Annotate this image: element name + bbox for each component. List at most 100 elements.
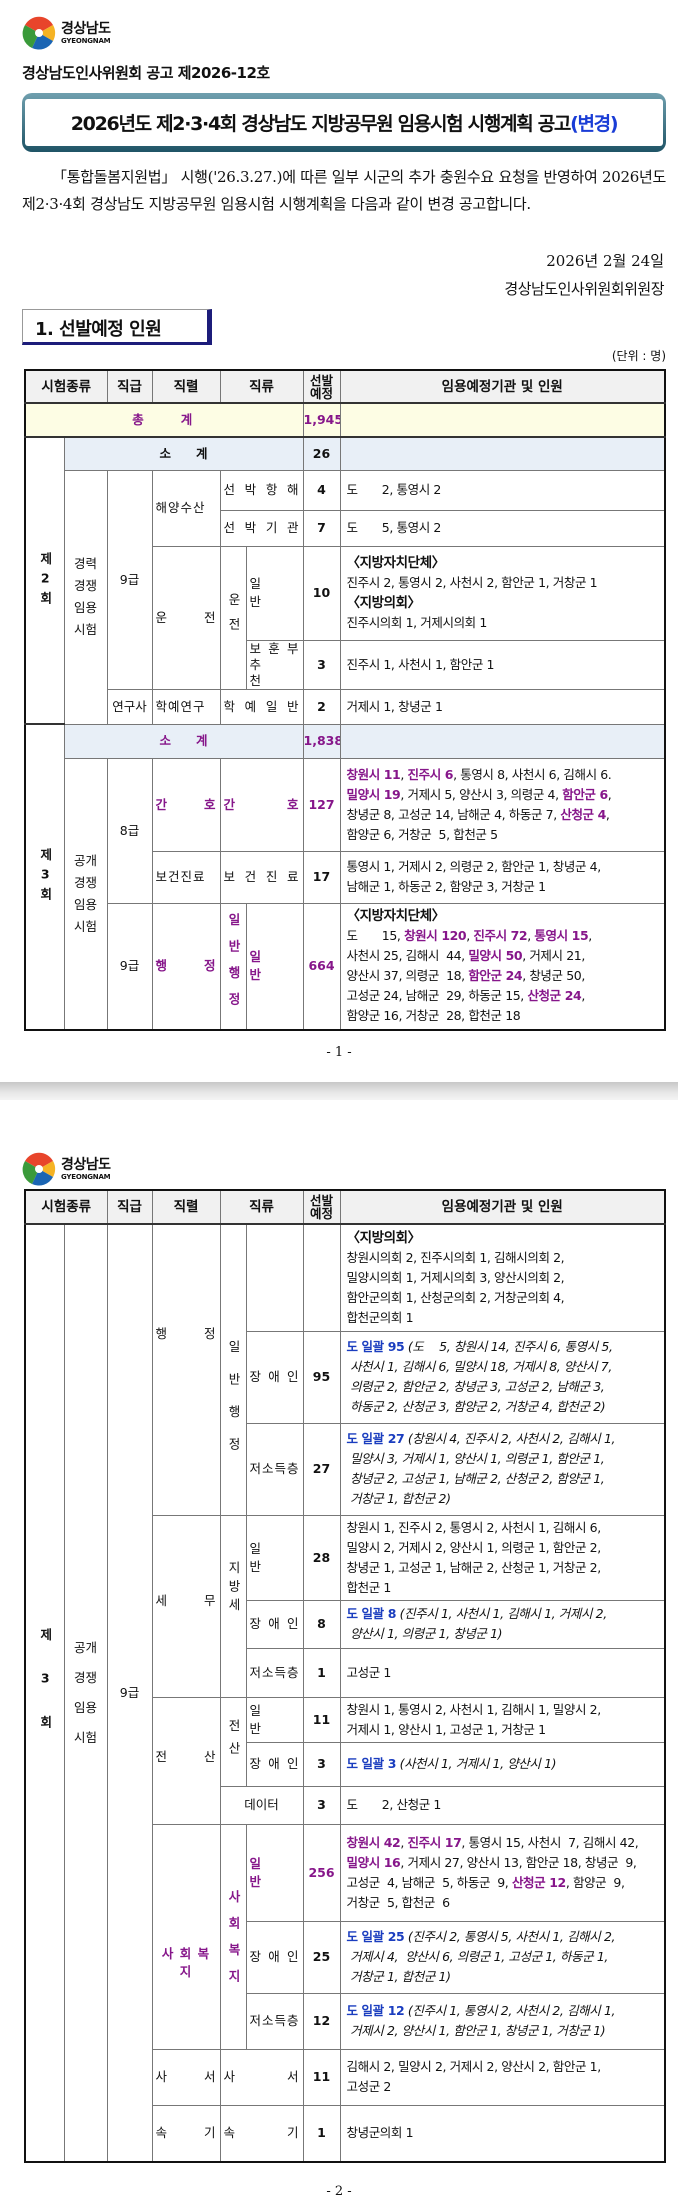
agency-line: 김해시 2, 밀양시 2, 거제시 2, 양산시 2, 함안군 1, bbox=[347, 2057, 661, 2077]
agency-line: 진주시 1, 사천시 1, 함안군 1 bbox=[347, 655, 661, 675]
agency-line: 〈지방의회〉 bbox=[347, 1228, 661, 1248]
page-number: - 1 - bbox=[326, 1045, 352, 1060]
agency-text: 김해시 2, 밀양시 2, 거제시 2, 양산시 2, 함안군 1, bbox=[346, 2059, 602, 2074]
col-series: 직렬 bbox=[151, 1189, 221, 1225]
agency-text: 거창군 1, 합천군 1) bbox=[346, 1969, 451, 1984]
count bbox=[302, 1223, 341, 1332]
round-label: 제3회 bbox=[37, 1628, 53, 1758]
col-agencies: 임용예정기관 및 인원 bbox=[339, 1189, 666, 1225]
agency-text: 〈지방자치단체〉 bbox=[346, 908, 446, 925]
table-row: 운 전 운전 일 반 10 〈지방자치단체〉 진주시 2, 통영시 2, 사천시 … bbox=[25, 545, 666, 690]
table-row: 사 회 복 지 사회복지 일 반 256 창원시 42, 진주시 17, 통영시… bbox=[25, 1823, 666, 2050]
agency-text: (사천시 1, 거제시 1, 양산시 1) bbox=[396, 1756, 557, 1771]
agency-text: 통영시 1, 거제시 2, 의령군 2, 함안군 1, 창녕군 4, bbox=[346, 859, 602, 874]
round-label: 제2회 bbox=[37, 551, 53, 610]
count: 4 bbox=[302, 469, 341, 511]
count: 2 bbox=[302, 688, 341, 725]
exam-type: 경력경쟁임용시험 bbox=[73, 556, 97, 637]
subtotal-row: 제3회 소 계 1,838 bbox=[24, 723, 666, 1031]
agency-line: 함안군의회 1, 산청군의회 2, 거창군의회 4, bbox=[347, 1288, 661, 1308]
total-count: 1,945 bbox=[302, 402, 341, 438]
logo-english: GYEONGNAM bbox=[61, 36, 111, 45]
agencies: 진주시 1, 사천시 1, 함안군 1 bbox=[339, 639, 666, 690]
class-group: 사회복지 bbox=[226, 1889, 241, 1996]
agency-text: 창녕군 1, 고성군 1, 남해군 2, 산청군 1, 거창군 2, bbox=[346, 1559, 602, 1575]
agency-text: 진주시의회 1, 거제시의회 1 bbox=[346, 615, 488, 630]
class: 일 반 bbox=[245, 545, 304, 641]
agencies: 창원시 1, 진주시 2, 통영시 2, 사천시 1, 김해시 6, 밀양시 2,… bbox=[339, 1514, 666, 1601]
table-row: 저소득층 12 도 일괄 12 (진주시 1, 통영시 2, 사천시 2, 김해… bbox=[25, 1992, 666, 2050]
agency-text: 통영시 15 bbox=[534, 928, 589, 944]
table-row: 보 훈 부 추 천 3 진주시 1, 사천시 1, 함안군 1 bbox=[25, 639, 666, 690]
agency-text: , 통영시 15, 사천시 7, 김해시 42, bbox=[461, 1834, 639, 1850]
table-row: 장 애 인 95 도 일괄 95 (도 5, 창원시 14, 진주시 6, 통영… bbox=[25, 1330, 666, 1424]
agency-text: 고성군 4, 남해군 5, 하동군 9, bbox=[346, 1874, 512, 1890]
class: 일 반 bbox=[245, 1823, 304, 1922]
class: 간 호 bbox=[219, 757, 304, 852]
class bbox=[245, 1223, 304, 1332]
agency-text: , bbox=[400, 766, 408, 782]
table-row: 공개경쟁임용시험 8급 간 호 간 호 127 창원시 11, 진주시 6, 통… bbox=[25, 757, 666, 1031]
count: 95 bbox=[302, 1330, 341, 1424]
agency-text: , 거제시 21, bbox=[522, 948, 585, 964]
agency-text: 창원시 1, 진주시 2, 통영시 2, 사천시 1, 김해시 6, bbox=[346, 1519, 602, 1535]
agency-text: 고성군 24, 남해군 29, 하동군 15, bbox=[346, 988, 528, 1004]
agency-text: 〈지방의회〉 bbox=[346, 1229, 422, 1246]
class: 학 예 일 반 bbox=[219, 688, 304, 725]
class: 장 애 인 bbox=[245, 1599, 304, 1649]
agency-line: 밀양시 19, 거제시 5, 양산시 3, 의령군 4, 함안군 6, bbox=[347, 785, 661, 805]
agencies: 도 일괄 3 (사천시 1, 거제시 1, 양산시 1) bbox=[339, 1741, 666, 1787]
col-count: 선발예정 bbox=[302, 369, 341, 404]
class: 보 훈 부 추 천 bbox=[245, 639, 304, 690]
class-group: 일반행정 bbox=[226, 1339, 241, 1470]
subtotal-row: 제2회 소 계 26 bbox=[24, 436, 666, 725]
count: 664 bbox=[302, 902, 341, 1031]
class: 저소득층 bbox=[245, 1647, 304, 1698]
agencies: 〈지방자치단체〉 진주시 2, 통영시 2, 사천시 2, 함안군 1, 거창군 … bbox=[339, 545, 666, 641]
series: 행 정 bbox=[151, 902, 221, 1031]
agency-text: 거제시 4, 양산시 6, 의령군 1, 고성군 1, 하동군 1, bbox=[346, 1949, 608, 1964]
series: 운 전 bbox=[151, 545, 221, 690]
count: 28 bbox=[302, 1514, 341, 1601]
round-label: 제3회 bbox=[37, 848, 53, 906]
agency-text: 창원시의회 2, 진주시의회 1, 김해시의회 2, bbox=[346, 1249, 565, 1265]
table-header: 시험종류 직급 직렬 직류 선발예정 임용예정기관 및 인원 bbox=[24, 1189, 666, 1225]
agency-text: 함안군의회 1, 산청군의회 2, 거창군의회 4, bbox=[346, 1289, 565, 1305]
gyeongnam-logo: 경상남도 GYEONGNAM bbox=[22, 1152, 111, 1186]
col-grade: 직급 bbox=[106, 369, 153, 404]
subtotal-count: 1,838 bbox=[302, 723, 341, 759]
series: 세 무 bbox=[151, 1514, 221, 1698]
intro-paragraph: 「통합돌봄지원법」 시행('26.3.27.)에 따른 일부 시군의 추가 충원… bbox=[22, 168, 666, 213]
agency-line: 도 5, 통영시 2 bbox=[347, 518, 661, 538]
agency-text: 밀양시 19 bbox=[346, 786, 401, 802]
agency-text: 함양군 6, 거창군 5, 합천군 5 bbox=[346, 826, 499, 842]
class-group: 지방세 bbox=[226, 1560, 241, 1617]
col-series: 직렬 bbox=[151, 369, 221, 404]
agency-line: 남해군 1, 하동군 2, 함양군 3, 거창군 1 bbox=[347, 877, 661, 897]
class: 속 기 bbox=[219, 2104, 304, 2163]
series: 사 회 복 지 bbox=[151, 1823, 221, 2050]
subtotal-label: 소 계 bbox=[63, 723, 304, 759]
agency-text: 진주시 6 bbox=[407, 766, 454, 782]
agency-text: (진주시 1, 통영시 2, 사천시 2, 김해시 1, bbox=[404, 2003, 616, 2018]
agency-line: 합천군 1 bbox=[347, 1578, 661, 1598]
grade: 9급 bbox=[106, 902, 153, 1031]
logo-english: GYEONGNAM bbox=[61, 1172, 111, 1181]
agency-line: 창녕군 1, 고성군 1, 남해군 2, 산청군 1, 거창군 2, bbox=[347, 1558, 661, 1578]
agency-line: 진주시의회 1, 거제시의회 1 bbox=[347, 613, 661, 633]
agency-text: 도 2, 산청군 1 bbox=[346, 1797, 442, 1812]
table-row: 9급 행 정 일반행정 일 반 664 〈지방자치단체〉 도 15, 창원시 12… bbox=[25, 902, 666, 1031]
class: 데이터 bbox=[219, 1785, 304, 1825]
count: 11 bbox=[302, 1696, 341, 1743]
agency-text: 밀양시 2, 거제시 2, 양산시 1, 의령군 1, 함안군 2, bbox=[346, 1539, 602, 1555]
agency-text: , bbox=[466, 928, 474, 944]
table-row: 제3회 공개경쟁임용시험 9급 행 정 일반행정 〈지방의회〉 창원시의회 2, … bbox=[24, 1223, 666, 2163]
agency-line: 밀양시 16, 거제시 27, 양산시 13, 함안군 18, 창녕군 9, bbox=[347, 1853, 661, 1873]
count: 1 bbox=[302, 1647, 341, 1698]
agency-text: 의령군 2, 함안군 2, 창녕군 3, 고성군 2, 남해군 3, bbox=[346, 1379, 605, 1394]
agency-text: (창원시 4, 진주시 2, 사천시 2, 김해시 1, bbox=[404, 1431, 616, 1446]
agency-text: (진주시 1, 사천시 1, 김해시 1, 거제시 2, bbox=[396, 1606, 608, 1621]
agency-text: 창녕군 2, 고성군 1, 남해군 2, 산청군 2, 함양군 1, bbox=[346, 1471, 605, 1486]
count: 25 bbox=[302, 1920, 341, 1994]
agency-text: 산청군 24 bbox=[527, 988, 582, 1004]
